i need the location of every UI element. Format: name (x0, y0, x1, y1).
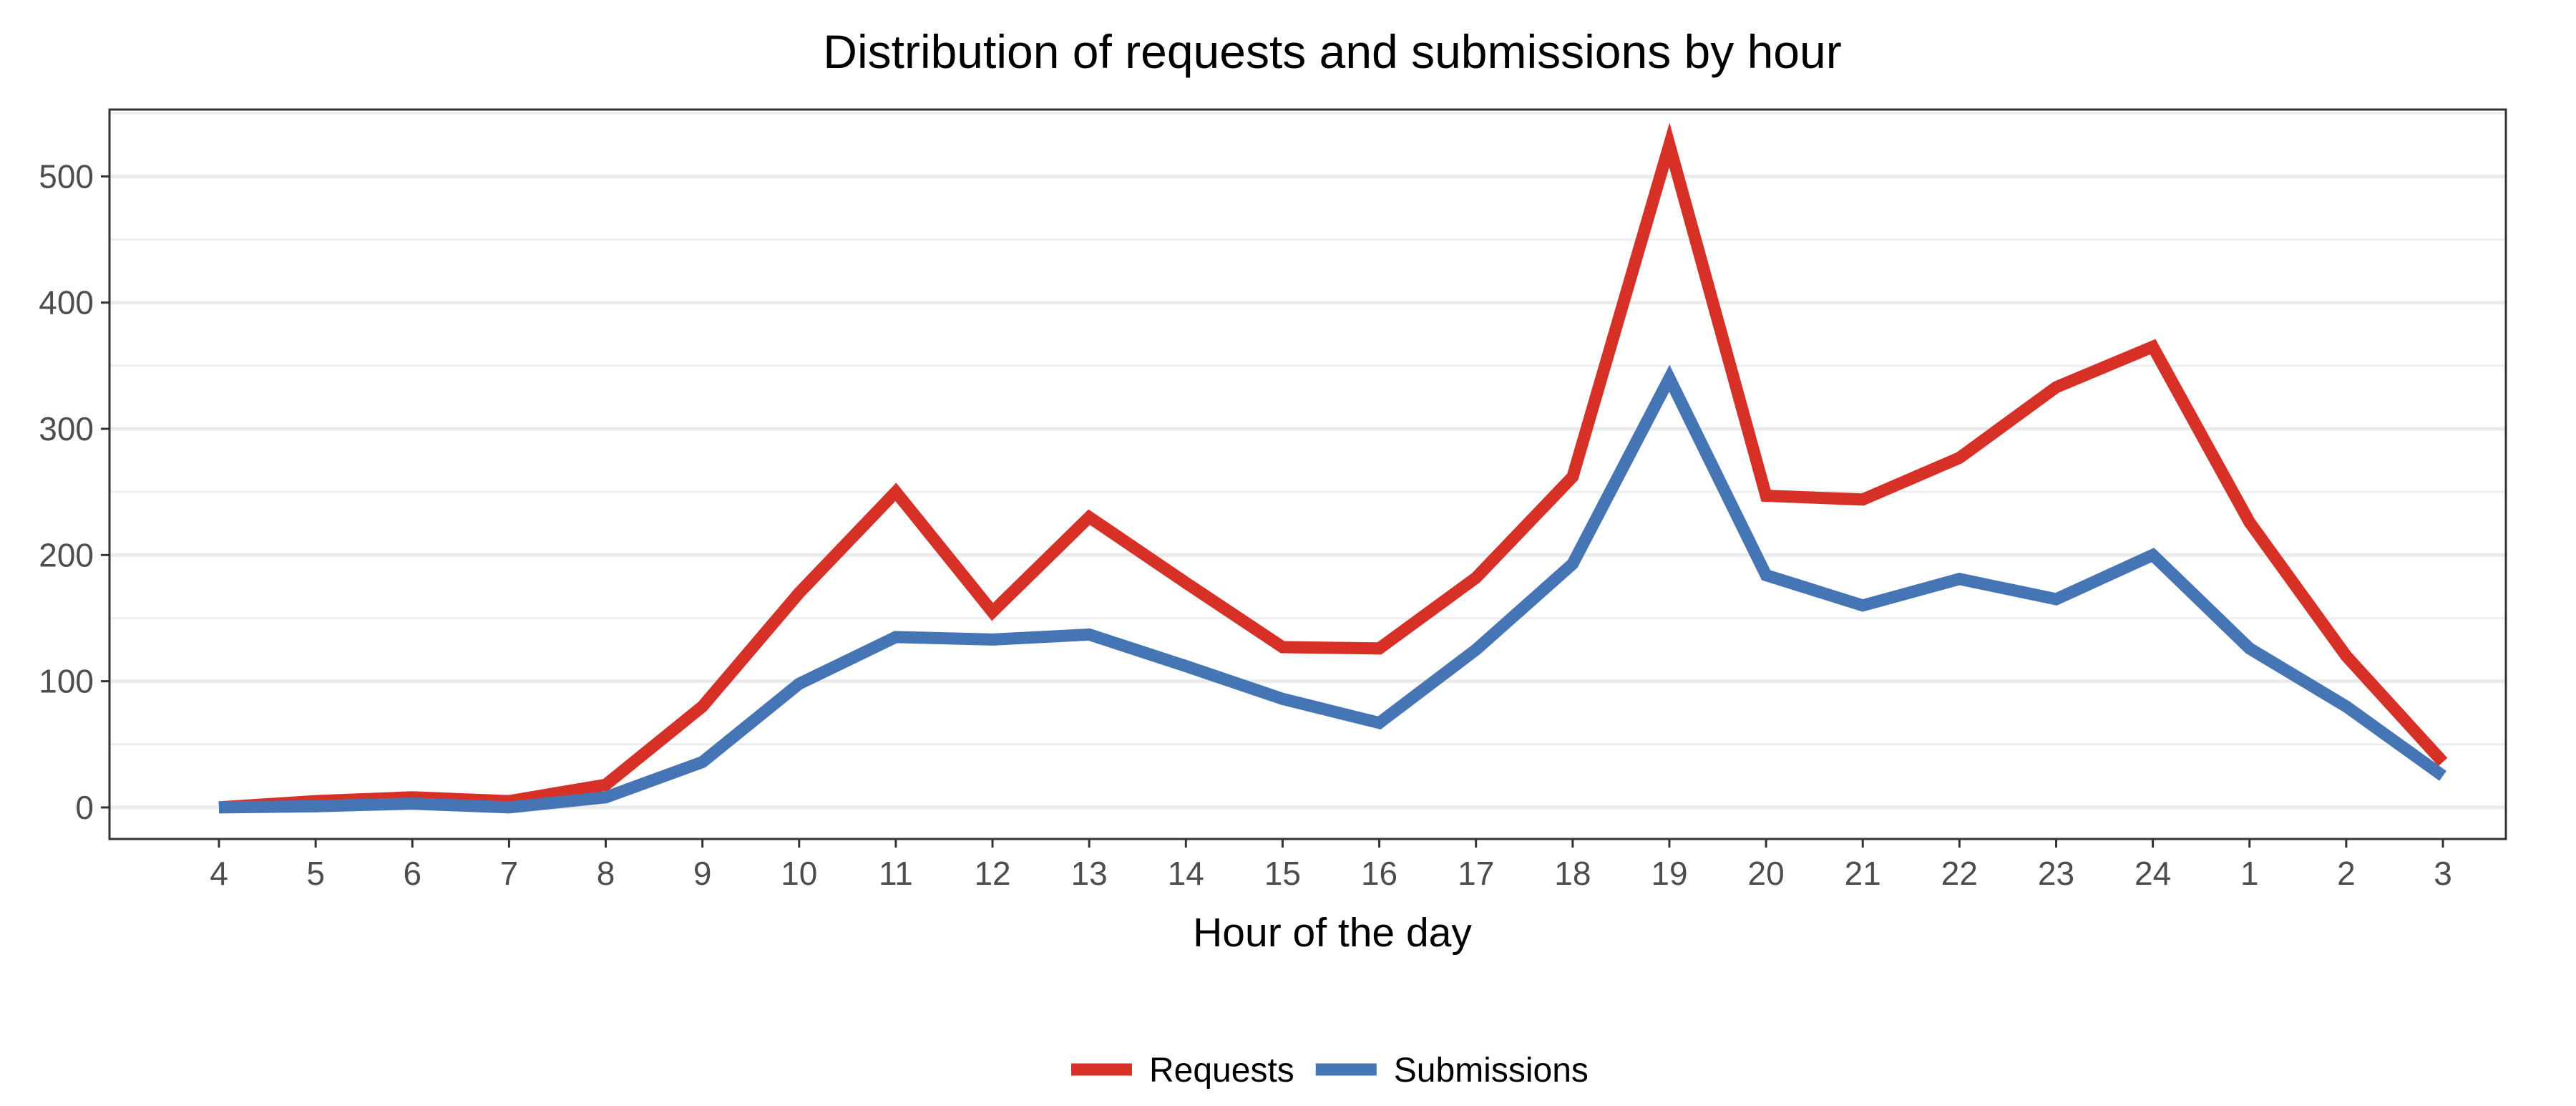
y-tick-label: 400 (39, 284, 94, 321)
x-axis-label: Hour of the day (1193, 910, 1472, 956)
legend-label: Requests (1149, 1052, 1294, 1090)
x-tick-label: 4 (210, 855, 228, 892)
x-tick-label: 9 (693, 855, 712, 892)
data-point-requests (1282, 647, 1283, 648)
x-tick-label: 1 (2240, 855, 2259, 892)
plot-border (108, 108, 2507, 840)
data-point-submissions (992, 639, 993, 640)
data-point-submissions (2249, 648, 2250, 649)
data-point-requests (895, 492, 896, 493)
x-tick-label: 18 (1554, 855, 1591, 892)
x-tick-label: 22 (1941, 855, 1978, 892)
legend: Requests Submissions (1071, 1052, 1589, 1090)
x-tick-label: 11 (879, 855, 913, 892)
y-tick-label: 0 (75, 789, 94, 826)
x-tick-label: 14 (1168, 855, 1204, 892)
x-tick-label: 12 (974, 855, 1010, 892)
data-point-submissions (2443, 775, 2444, 776)
x-tick-label: 2 (2337, 855, 2356, 892)
data-point-requests (1766, 495, 1767, 496)
x-tick-label: 19 (1651, 855, 1687, 892)
y-tick-label: 200 (39, 536, 94, 573)
grid-lines (109, 112, 2506, 810)
x-tick-label: 8 (597, 855, 615, 892)
x-tick-label: 24 (2135, 855, 2171, 892)
data-point-submissions (1766, 575, 1767, 576)
data-point-submissions (1475, 649, 1476, 650)
data-point-submissions (1089, 634, 1090, 635)
x-tick-label: 10 (781, 855, 817, 892)
y-axis: 0 100 200 300 400 500 (39, 157, 109, 826)
data-point-submissions (412, 803, 413, 804)
data-point-requests (1379, 648, 1380, 649)
data-point-requests (992, 611, 993, 612)
legend-item-submissions: Submissions (1315, 1052, 1589, 1090)
series-line-requests (218, 122, 2448, 814)
chart-title: Distribution of requests and submissions… (823, 25, 1841, 78)
x-tick-label: 23 (2038, 855, 2074, 892)
x-tick-label: 21 (1845, 855, 1881, 892)
data-point-submissions (1379, 722, 1380, 723)
x-tick-label: 6 (403, 855, 421, 892)
x-tick-label: 7 (500, 855, 519, 892)
x-tick-label: 20 (1748, 855, 1785, 892)
series-lines (218, 122, 2448, 814)
data-point-requests (702, 706, 703, 707)
legend-item-requests: Requests (1071, 1052, 1294, 1090)
data-point-submissions (1959, 578, 1960, 579)
legend-label: Submissions (1394, 1052, 1589, 1090)
series-line-submissions (218, 364, 2446, 814)
x-tick-label: 13 (1071, 855, 1108, 892)
data-point-requests (1089, 517, 1090, 518)
x-tick-label: 17 (1458, 855, 1494, 892)
x-tick-label: 16 (1361, 855, 1397, 892)
data-point-submissions (2152, 555, 2153, 556)
data-point-requests (2152, 346, 2153, 347)
data-point-requests (1959, 457, 1960, 458)
x-tick-label: 3 (2434, 855, 2452, 892)
y-tick-label: 100 (39, 663, 94, 700)
data-point-requests (2249, 522, 2250, 523)
data-point-submissions (1572, 563, 1573, 564)
data-point-submissions (895, 636, 896, 637)
y-tick-label: 300 (39, 410, 94, 447)
x-tick-label: 15 (1264, 855, 1301, 892)
y-tick-label: 500 (39, 157, 94, 195)
x-tick-label: 5 (306, 855, 325, 892)
x-axis: 4 5 6 7 8 9 10 11 12 13 14 15 16 17 18 19 20 21 22 23 24 1 2 3 (210, 839, 2452, 892)
plot-panel (109, 110, 2506, 839)
data-point-submissions (2056, 599, 2057, 600)
